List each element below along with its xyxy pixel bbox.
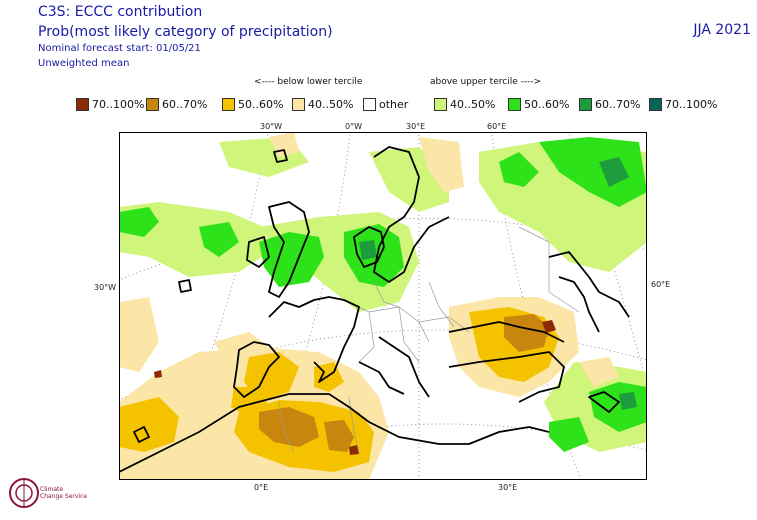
legend-label: 60..70%: [595, 97, 641, 111]
lon-label-top: 60°E: [487, 122, 507, 131]
prob-below-60-70: [259, 314, 549, 452]
forecast-start: Nominal forecast start: 01/05/21: [38, 43, 201, 54]
legend-swatch: [579, 97, 592, 111]
legend-item: 70..100%: [76, 96, 144, 112]
legend-item: 70..100%: [649, 96, 717, 112]
prob-above-50-60: [119, 137, 647, 452]
map-canvas: [119, 132, 647, 480]
lon-label-right: 60°E: [651, 280, 671, 289]
legend-swatch: [222, 97, 235, 111]
coastlines: [119, 146, 630, 473]
legend-label: 40..50%: [450, 97, 496, 111]
legend-swatch: [649, 97, 662, 111]
lon-label-left: 30°W: [94, 283, 117, 292]
lon-label-bottom: 0°E: [254, 483, 269, 492]
legend-item: 60..70%: [146, 96, 207, 112]
legend-label: other: [379, 97, 409, 111]
logo-line: Climate: [40, 486, 64, 493]
legend-swatch: [434, 97, 447, 111]
season-label: JJA 2021: [693, 22, 751, 38]
legend-label: 50..60%: [524, 97, 570, 111]
legend-item: 50..60%: [508, 96, 569, 112]
legend-item: 40..50%: [292, 96, 353, 112]
page-title: C3S: ECCC contribution: [38, 4, 203, 20]
legend-item: other: [363, 96, 408, 112]
legend-swatch: [76, 97, 89, 111]
legend-item: 50..60%: [222, 96, 283, 112]
legend-item: 60..70%: [579, 96, 640, 112]
legend-item: 40..50%: [434, 96, 495, 112]
logo-line: Change Service: [40, 493, 88, 500]
lon-label-top: 30°W: [260, 122, 283, 131]
above-tercile-label: above upper tercile ---->: [430, 77, 542, 87]
forecast-map: [119, 132, 647, 480]
legend-label: 60..70%: [162, 97, 208, 111]
legend-swatch: [508, 97, 521, 111]
product-subtitle: Prob(most likely category of precipitati…: [38, 24, 333, 40]
legend-label: 50..60%: [238, 97, 284, 111]
legend-swatch: [363, 97, 376, 111]
map-frame: [119, 132, 647, 480]
legend-label: 40..50%: [308, 97, 354, 111]
lon-label-top: 0°W: [345, 122, 362, 131]
lon-label-bottom: 30°E: [498, 483, 518, 492]
logo-caption: Climate Change Service: [40, 486, 87, 500]
below-tercile-label: <---- below lower tercile: [254, 77, 363, 87]
prob-below-70-100: [154, 320, 556, 455]
legend-label: 70..100%: [92, 97, 145, 111]
legend-swatch: [146, 97, 159, 111]
lon-label-top: 30°E: [406, 122, 426, 131]
mean-type: Unweighted mean: [38, 58, 130, 69]
c3s-logo: [4, 474, 104, 516]
legend-label: 70..100%: [665, 97, 718, 111]
prob-above-60-70: [359, 157, 637, 410]
legend-swatch: [292, 97, 305, 111]
